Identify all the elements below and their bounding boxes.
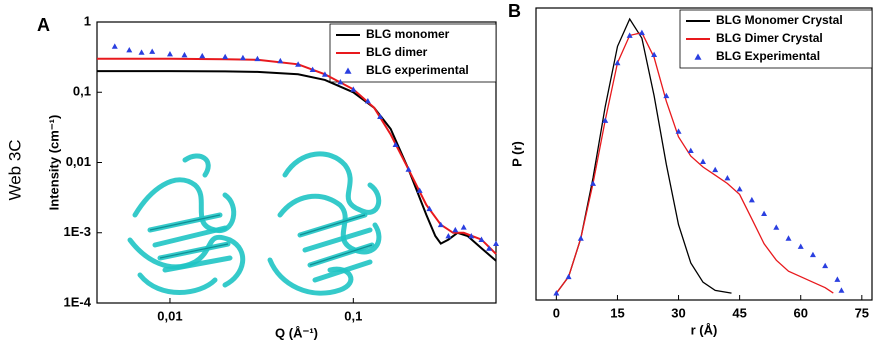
data-point (810, 252, 816, 257)
legend-label: BLG experimental (366, 63, 469, 77)
y-axis-label: P (r) (509, 141, 524, 167)
y-tick-label: 1E-3 (64, 224, 91, 239)
data-point (199, 53, 205, 58)
data-point (737, 186, 743, 191)
data-point (838, 287, 844, 292)
x-axis-label: r (Å) (691, 322, 718, 337)
data-point (126, 47, 132, 52)
data-point (112, 43, 118, 48)
data-point (277, 58, 283, 63)
data-point (773, 224, 779, 229)
data-point (614, 60, 620, 65)
series-line (556, 33, 833, 293)
panel-label: B (508, 1, 521, 21)
data-point (590, 180, 596, 185)
data-point (445, 233, 451, 238)
data-point (181, 52, 187, 57)
x-tick-label: 0,1 (344, 308, 362, 323)
data-point (139, 49, 145, 54)
x-tick-label: 60 (793, 305, 807, 320)
legend-label: BLG Monomer Crystal (716, 13, 843, 27)
series-line (97, 59, 496, 254)
data-point (688, 148, 694, 153)
data-point (493, 241, 499, 246)
data-point (222, 54, 228, 59)
x-tick-label: 30 (671, 305, 685, 320)
data-point (724, 175, 730, 180)
y-tick-label: 1E-4 (64, 294, 92, 309)
data-point (700, 159, 706, 164)
x-tick-label: 0 (553, 305, 560, 320)
data-point (749, 197, 755, 202)
legend-label: BLG Dimer Crystal (716, 31, 823, 45)
y-tick-label: 0,1 (73, 84, 91, 99)
data-point (761, 211, 767, 216)
panel-label: A (37, 15, 50, 35)
y-axis-label: Intensity (cm⁻¹) (46, 115, 61, 211)
data-point (786, 235, 792, 240)
x-axis-label: Q (Å⁻¹) (275, 325, 318, 340)
series-line (97, 71, 496, 261)
figure: Web 3C A Q (Å⁻¹) Intensity (cm⁻¹) 0,01 0,1 1E… (0, 0, 892, 342)
data-point (566, 274, 572, 279)
side-label: Web 3C (5, 139, 24, 200)
data-point (240, 55, 246, 60)
data-point (461, 224, 467, 229)
data-point (149, 49, 155, 54)
x-tick-label: 0,01 (157, 308, 182, 323)
legend-label: BLG dimer (366, 45, 428, 59)
y-tick-label: 0,01 (66, 154, 91, 169)
protein-structure (130, 154, 379, 293)
data-point (254, 56, 260, 61)
data-point (578, 235, 584, 240)
legend-label: BLG monomer (366, 27, 450, 41)
data-point (822, 263, 828, 268)
y-tick-label: 1 (84, 13, 91, 28)
x-tick-label: 15 (610, 305, 624, 320)
x-tick-label: 45 (732, 305, 746, 320)
data-point (639, 30, 645, 35)
x-tick-label: 75 (855, 305, 869, 320)
data-point (712, 167, 718, 172)
data-point (834, 276, 840, 281)
data-point (798, 244, 804, 249)
legend-label: BLG Experimental (716, 49, 820, 63)
data-point (452, 227, 458, 232)
data-point (167, 51, 173, 56)
